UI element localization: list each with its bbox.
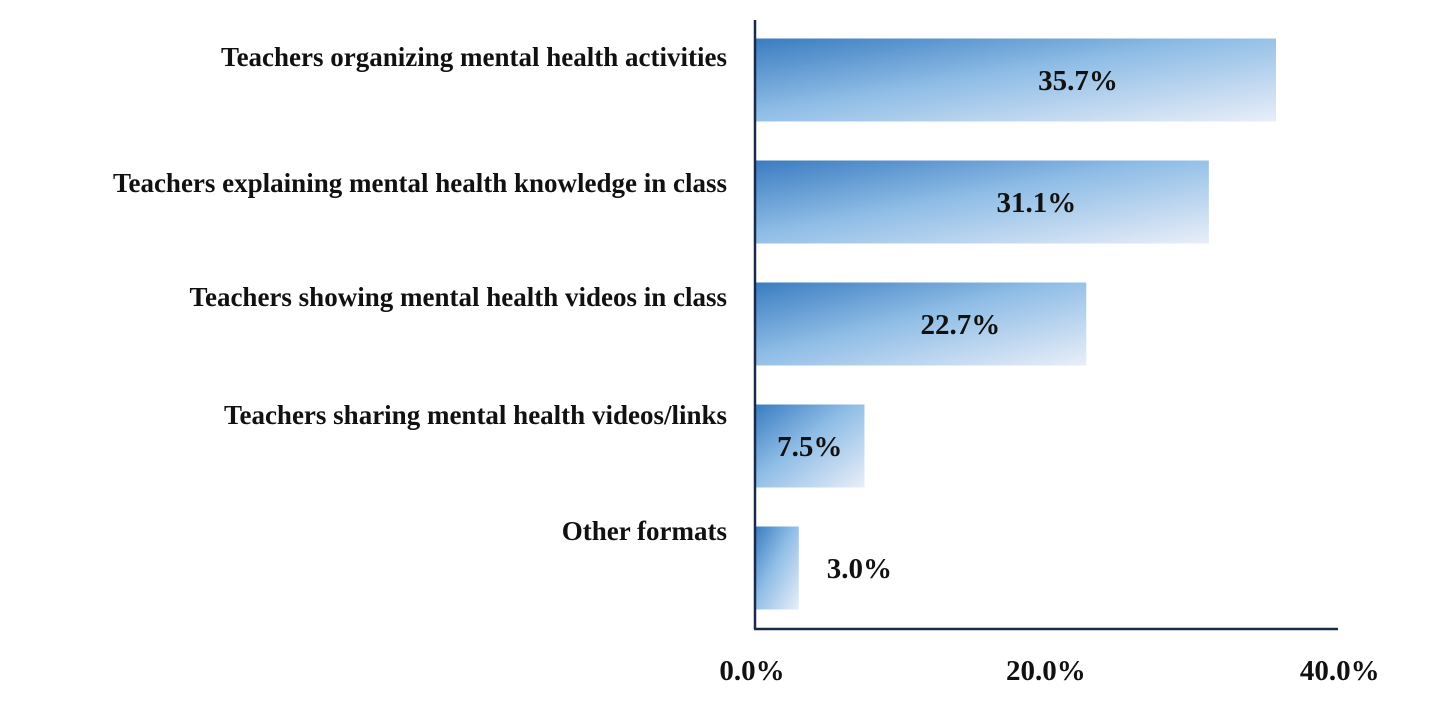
- bar-value-label: 3.0%: [827, 553, 892, 585]
- category-label: Teachers sharing mental health videos/li…: [224, 400, 727, 430]
- x-tick-label: 0.0%: [719, 655, 784, 687]
- bar-value-label: 22.7%: [921, 309, 1001, 341]
- x-tick-label: 20.0%: [1006, 655, 1086, 687]
- category-label: Teachers organizing mental health activi…: [221, 42, 727, 72]
- bar-3: [755, 282, 1087, 366]
- category-label: Other formats: [562, 516, 727, 546]
- x-tick-label: 40.0%: [1300, 655, 1380, 687]
- bar-value-label: 35.7%: [1038, 65, 1118, 97]
- bar-value-label: 7.5%: [777, 431, 842, 463]
- x-tick-labels: 0.0% 20.0% 40.0%: [719, 655, 1379, 687]
- bar-1: [755, 38, 1276, 122]
- category-label: Teachers explaining mental health knowle…: [113, 168, 727, 198]
- bar-4: [755, 404, 865, 488]
- bar-value-label: 31.1%: [997, 187, 1077, 219]
- labels-layer: 35.7% Teachers organizing mental health a…: [113, 42, 1118, 585]
- bar-5: [755, 526, 799, 610]
- category-label: Teachers showing mental health videos in…: [189, 282, 727, 312]
- bars-layer: [755, 38, 1276, 610]
- bar-2: [755, 160, 1209, 244]
